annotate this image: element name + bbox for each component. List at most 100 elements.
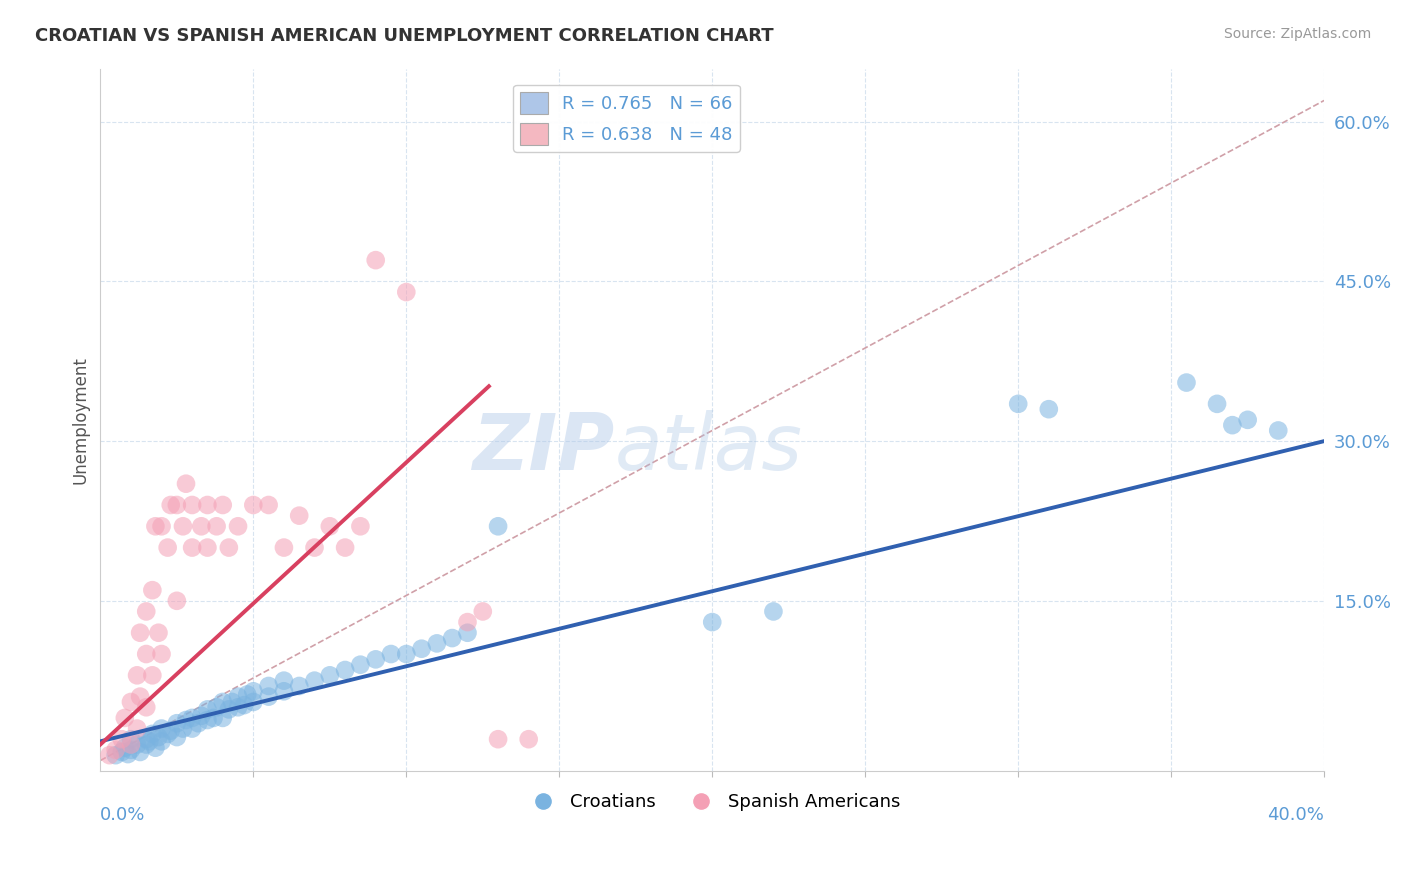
- Point: [135, 738, 157, 752]
- Point: [125, 722, 148, 736]
- Point: [135, 604, 157, 618]
- Point: [148, 730, 170, 744]
- Text: ZIP: ZIP: [472, 410, 614, 486]
- Point: [205, 700, 228, 714]
- Point: [349, 519, 371, 533]
- Point: [226, 700, 249, 714]
- Point: [218, 541, 240, 555]
- Point: [150, 722, 173, 736]
- Point: [104, 748, 127, 763]
- Point: [319, 519, 342, 533]
- Point: [257, 498, 280, 512]
- Point: [288, 508, 311, 523]
- Point: [236, 688, 259, 702]
- Point: [197, 713, 219, 727]
- Point: [145, 519, 167, 533]
- Point: [114, 711, 136, 725]
- Point: [1236, 413, 1258, 427]
- Point: [135, 647, 157, 661]
- Point: [141, 583, 163, 598]
- Point: [242, 498, 264, 512]
- Point: [1206, 397, 1229, 411]
- Point: [166, 594, 188, 608]
- Point: [120, 732, 142, 747]
- Point: [288, 679, 311, 693]
- Point: [181, 722, 204, 736]
- Point: [1267, 424, 1289, 438]
- Text: Source: ZipAtlas.com: Source: ZipAtlas.com: [1223, 27, 1371, 41]
- Point: [111, 732, 134, 747]
- Point: [257, 690, 280, 704]
- Point: [221, 695, 243, 709]
- Point: [150, 519, 173, 533]
- Point: [242, 695, 264, 709]
- Point: [1175, 376, 1198, 390]
- Point: [762, 604, 785, 618]
- Point: [159, 723, 181, 738]
- Point: [156, 727, 179, 741]
- Point: [114, 740, 136, 755]
- Point: [517, 732, 540, 747]
- Point: [1007, 397, 1029, 411]
- Point: [120, 695, 142, 709]
- Point: [98, 748, 121, 763]
- Point: [145, 740, 167, 755]
- Point: [172, 519, 194, 533]
- Point: [197, 541, 219, 555]
- Point: [333, 663, 356, 677]
- Point: [364, 253, 387, 268]
- Point: [205, 519, 228, 533]
- Point: [150, 647, 173, 661]
- Point: [456, 625, 478, 640]
- Point: [197, 498, 219, 512]
- Point: [395, 285, 418, 299]
- Point: [411, 641, 433, 656]
- Point: [125, 668, 148, 682]
- Point: [1038, 402, 1060, 417]
- Point: [471, 604, 494, 618]
- Point: [174, 476, 197, 491]
- Point: [226, 519, 249, 533]
- Point: [181, 541, 204, 555]
- Point: [181, 498, 204, 512]
- Point: [197, 702, 219, 716]
- Y-axis label: Unemployment: Unemployment: [72, 356, 89, 483]
- Point: [211, 498, 233, 512]
- Point: [380, 647, 402, 661]
- Point: [273, 541, 295, 555]
- Point: [135, 732, 157, 747]
- Point: [135, 700, 157, 714]
- Legend: Croatians, Spanish Americans: Croatians, Spanish Americans: [517, 786, 907, 818]
- Point: [304, 673, 326, 688]
- Point: [190, 519, 212, 533]
- Point: [426, 636, 449, 650]
- Point: [273, 673, 295, 688]
- Point: [166, 716, 188, 731]
- Point: [273, 684, 295, 698]
- Point: [174, 713, 197, 727]
- Point: [456, 615, 478, 629]
- Point: [486, 519, 509, 533]
- Point: [138, 734, 160, 748]
- Point: [441, 631, 464, 645]
- Point: [364, 652, 387, 666]
- Point: [211, 695, 233, 709]
- Point: [129, 690, 152, 704]
- Point: [120, 738, 142, 752]
- Point: [141, 668, 163, 682]
- Point: [190, 708, 212, 723]
- Point: [333, 541, 356, 555]
- Point: [166, 498, 188, 512]
- Point: [349, 657, 371, 672]
- Point: [202, 711, 225, 725]
- Text: CROATIAN VS SPANISH AMERICAN UNEMPLOYMENT CORRELATION CHART: CROATIAN VS SPANISH AMERICAN UNEMPLOYMEN…: [35, 27, 773, 45]
- Point: [211, 711, 233, 725]
- Point: [257, 679, 280, 693]
- Point: [395, 647, 418, 661]
- Point: [233, 698, 256, 713]
- Text: atlas: atlas: [614, 410, 803, 486]
- Point: [486, 732, 509, 747]
- Point: [104, 743, 127, 757]
- Point: [319, 668, 342, 682]
- Point: [117, 747, 139, 761]
